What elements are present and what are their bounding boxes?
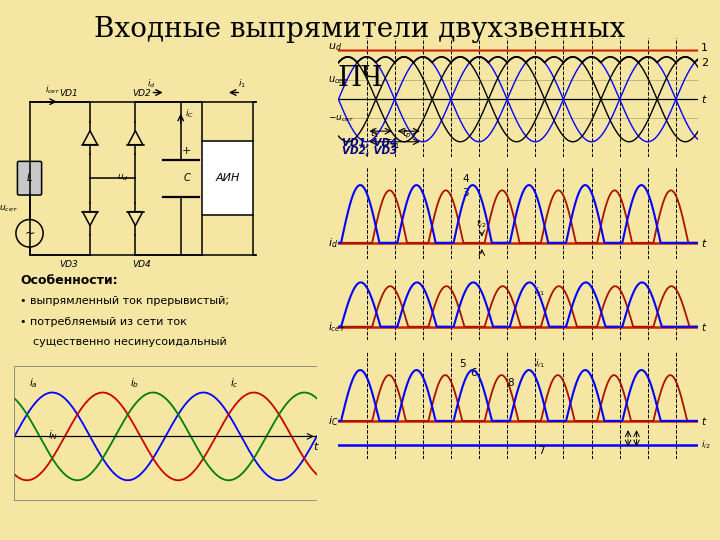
Text: VD2: VD2 bbox=[132, 89, 150, 98]
Text: 2: 2 bbox=[701, 58, 708, 68]
Text: $u_d$: $u_d$ bbox=[328, 42, 342, 53]
Text: $t$: $t$ bbox=[701, 415, 708, 427]
Text: существенно несинусоидальный: существенно несинусоидальный bbox=[32, 336, 226, 347]
Text: $i_b$: $i_b$ bbox=[130, 376, 139, 390]
Text: $u_{сет}$: $u_{сет}$ bbox=[328, 75, 348, 86]
Text: 6: 6 bbox=[471, 368, 477, 379]
Text: $i_{сет}$: $i_{сет}$ bbox=[328, 320, 346, 334]
Text: 5: 5 bbox=[459, 359, 466, 369]
Text: C: C bbox=[184, 173, 190, 183]
Text: VD4: VD4 bbox=[132, 260, 150, 269]
Text: $t_p$: $t_p$ bbox=[402, 127, 412, 141]
Text: $u_d$: $u_d$ bbox=[117, 173, 129, 184]
Text: Особенности:: Особенности: bbox=[20, 274, 118, 287]
Text: $i_{j1}$: $i_{j1}$ bbox=[535, 286, 545, 299]
Text: $i_C$: $i_C$ bbox=[185, 108, 194, 120]
Text: ПЧ: ПЧ bbox=[337, 65, 383, 92]
Text: АИН: АИН bbox=[215, 173, 240, 183]
Text: $t_{i2}$: $t_{i2}$ bbox=[477, 218, 487, 230]
Text: $t_1$: $t_1$ bbox=[370, 126, 379, 140]
Text: $i_c$: $i_c$ bbox=[230, 376, 239, 390]
Text: VD1, VD4: VD1, VD4 bbox=[342, 138, 397, 148]
Text: $i_a$: $i_a$ bbox=[29, 376, 37, 390]
Text: VD3: VD3 bbox=[60, 260, 78, 269]
Text: 8: 8 bbox=[507, 378, 514, 388]
Text: 3: 3 bbox=[462, 187, 469, 198]
Text: VD1: VD1 bbox=[60, 89, 78, 98]
Text: $i_{сет}$: $i_{сет}$ bbox=[45, 84, 60, 96]
Text: $i_{i2}$: $i_{i2}$ bbox=[701, 439, 711, 451]
Text: $i_C$: $i_C$ bbox=[328, 414, 338, 428]
Text: $T_{11}$: $T_{11}$ bbox=[384, 137, 400, 151]
Text: $i_N$: $i_N$ bbox=[48, 429, 58, 442]
Text: $-u_{сет}$: $-u_{сет}$ bbox=[328, 113, 354, 124]
Text: $u_{сет}$: $u_{сет}$ bbox=[0, 204, 18, 214]
Text: $i_{i1}$: $i_{i1}$ bbox=[535, 358, 545, 370]
Text: L: L bbox=[27, 173, 32, 183]
Text: +: + bbox=[182, 146, 192, 156]
Text: $t$: $t$ bbox=[701, 93, 708, 105]
Text: $t$: $t$ bbox=[313, 440, 320, 451]
Text: 4: 4 bbox=[462, 174, 469, 185]
Text: VD2, VD3: VD2, VD3 bbox=[342, 146, 397, 157]
FancyBboxPatch shape bbox=[17, 161, 42, 195]
Text: 7: 7 bbox=[538, 446, 545, 456]
Text: $t$: $t$ bbox=[701, 321, 708, 333]
Text: $i_d$: $i_d$ bbox=[328, 236, 338, 249]
Bar bbox=[202, 141, 253, 215]
Text: • выпрямленный ток прерывистый;: • выпрямленный ток прерывистый; bbox=[20, 296, 230, 307]
Text: 1: 1 bbox=[701, 43, 708, 52]
Text: $t$: $t$ bbox=[701, 237, 708, 249]
Text: Входные выпрямители двухзвенных: Входные выпрямители двухзвенных bbox=[94, 16, 626, 43]
Text: $i_d$: $i_d$ bbox=[148, 77, 156, 90]
Text: • потребляемый из сети ток: • потребляемый из сети ток bbox=[20, 317, 187, 327]
Text: ~: ~ bbox=[24, 227, 35, 240]
Text: $i_1$: $i_1$ bbox=[238, 77, 246, 90]
